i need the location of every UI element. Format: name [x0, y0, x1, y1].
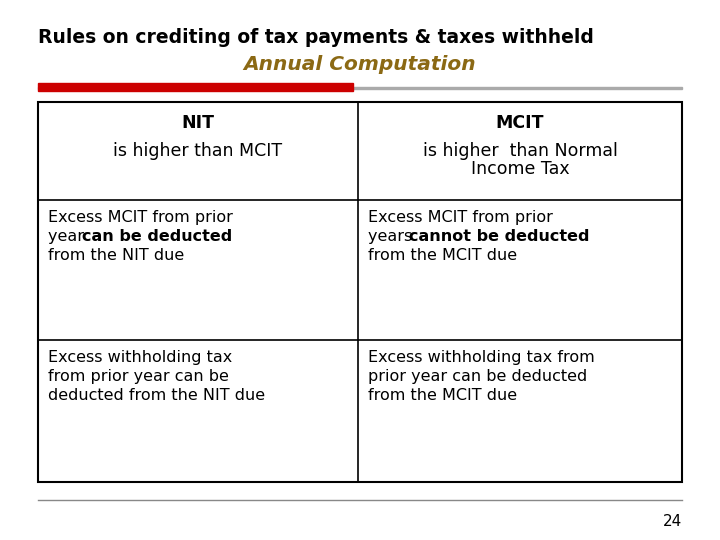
Text: NIT: NIT [181, 114, 215, 132]
Text: from the NIT due: from the NIT due [48, 248, 184, 263]
Text: is higher  than Normal: is higher than Normal [423, 142, 618, 160]
Text: from prior year can be: from prior year can be [48, 369, 229, 384]
Text: year: year [48, 229, 89, 244]
Text: Rules on crediting of tax payments & taxes withheld: Rules on crediting of tax payments & tax… [38, 28, 594, 47]
Bar [38, 83, 353, 91]
Bar [38, 102, 682, 482]
Text: can be deducted: can be deducted [83, 229, 233, 244]
Text: Annual Computation: Annual Computation [243, 55, 477, 74]
Text: Excess withholding tax from: Excess withholding tax from [368, 350, 595, 365]
Text: Income Tax: Income Tax [471, 160, 570, 178]
Text: years: years [368, 229, 418, 244]
Text: deducted from the NIT due: deducted from the NIT due [48, 388, 265, 403]
Bar [38, 87, 682, 89]
Text: Excess MCIT from prior: Excess MCIT from prior [368, 210, 553, 225]
Text: from the MCIT due: from the MCIT due [368, 248, 517, 263]
Text: is higher than MCIT: is higher than MCIT [114, 142, 282, 160]
Text: prior year can be deducted: prior year can be deducted [368, 369, 588, 384]
Text: MCIT: MCIT [496, 114, 544, 132]
Text: Excess withholding tax: Excess withholding tax [48, 350, 233, 365]
Text: Excess MCIT from prior: Excess MCIT from prior [48, 210, 233, 225]
Text: from the MCIT due: from the MCIT due [368, 388, 517, 403]
Text: cannot be deducted: cannot be deducted [410, 229, 590, 244]
Text: 24: 24 [662, 514, 682, 529]
